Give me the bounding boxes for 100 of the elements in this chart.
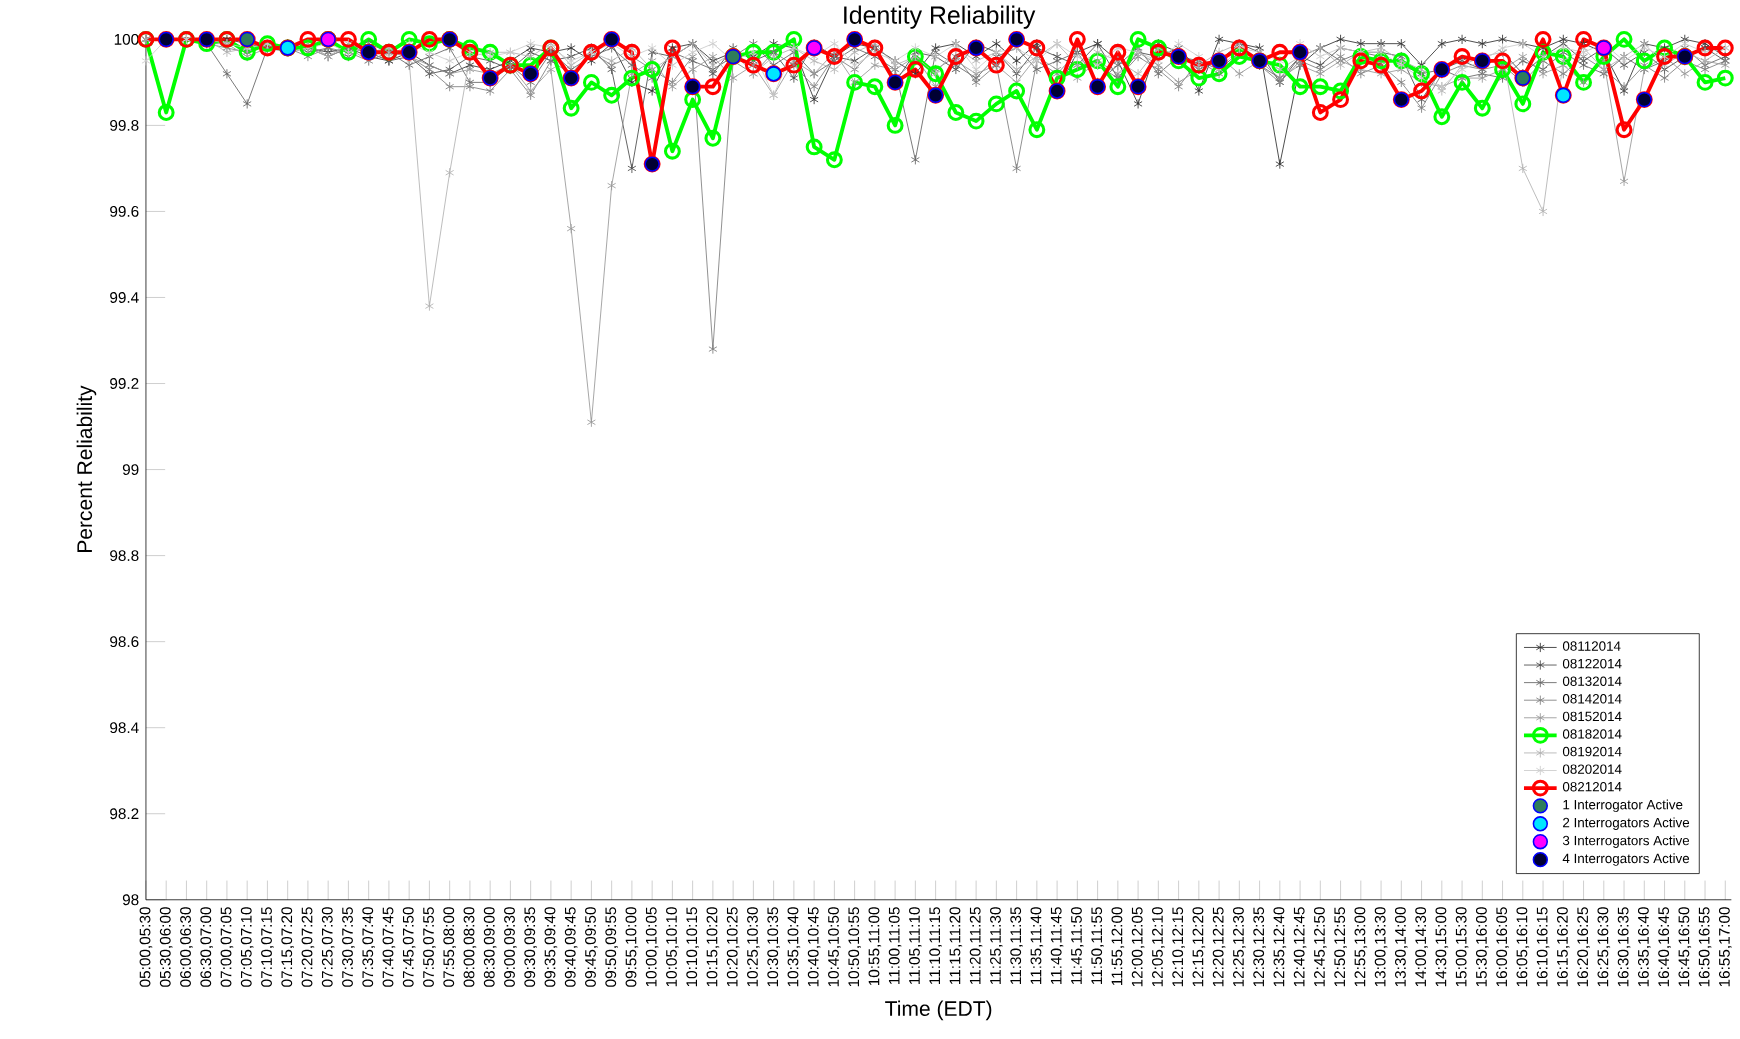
x-tick-label: 05:00,05:30 bbox=[139, 907, 153, 987]
x-tick-label: 16:35,16:40 bbox=[1637, 907, 1651, 987]
legend-label: 08152014 bbox=[1562, 711, 1622, 722]
legend-label: 08202014 bbox=[1562, 764, 1622, 774]
y-axis-title: Percent Reliability bbox=[76, 385, 97, 553]
x-tick-label: 16:40,16:45 bbox=[1658, 907, 1671, 987]
x-tick-label: 07:35,07:40 bbox=[362, 907, 375, 987]
x-tick-label: 07:25,07:30 bbox=[321, 907, 335, 987]
x-tick-label: 09:45,09:50 bbox=[585, 907, 598, 987]
x-tick-label: 16:50,16:55 bbox=[1698, 907, 1712, 987]
x-tick-label: 11:15,11:20 bbox=[949, 907, 963, 984]
x-tick-label: 15:30,16:00 bbox=[1476, 907, 1489, 987]
y-tick-label: 98.8 bbox=[110, 550, 139, 562]
legend-label: 4 Interrogators Active bbox=[1562, 853, 1690, 866]
x-tick-label: 13:30,14:00 bbox=[1395, 907, 1408, 987]
x-tick-label: 11:30,11:35 bbox=[1010, 907, 1023, 984]
x-tick-label: 12:10,12:15 bbox=[1172, 907, 1185, 987]
x-tick-label: 07:00,07:05 bbox=[220, 907, 234, 987]
x-tick-label: 10:30,10:35 bbox=[767, 907, 780, 987]
x-tick-label: 16:00,16:05 bbox=[1496, 907, 1509, 987]
chart-title: Identity Reliability bbox=[844, 5, 1036, 29]
x-tick-label: 11:35,11:40 bbox=[1030, 907, 1044, 984]
x-tick-label: 08:30,09:00 bbox=[483, 907, 497, 987]
x-tick-label: 07:40,07:45 bbox=[382, 907, 396, 987]
x-tick-label: 16:45,16:50 bbox=[1678, 907, 1692, 987]
x-tick-label: 14:30,15:00 bbox=[1435, 907, 1449, 987]
legend-label: 2 Interrogators Active bbox=[1563, 817, 1690, 830]
legend-label: 1 Interrogator Active bbox=[1563, 799, 1683, 813]
x-tick-label: 09:30,09:35 bbox=[524, 907, 537, 987]
x-tick-label: 11:25,11:30 bbox=[990, 907, 1003, 984]
x-tick-label: 11:00,11:05 bbox=[888, 907, 902, 984]
x-tick-label: 16:05,16:10 bbox=[1516, 907, 1530, 987]
x-tick-label: 11:55,12:00 bbox=[1111, 907, 1125, 986]
x-tick-label: 10:05,10:10 bbox=[666, 907, 679, 987]
x-tick-label: 07:15,07:20 bbox=[281, 907, 294, 987]
y-tick-label: 99.6 bbox=[110, 206, 139, 217]
x-tick-label: 07:20,07:25 bbox=[301, 907, 315, 987]
x-tick-label: 16:55,17:00 bbox=[1718, 907, 1732, 987]
x-tick-label: 10:00,10:05 bbox=[645, 907, 659, 987]
x-tick-label: 08:00,08:30 bbox=[463, 907, 477, 987]
x-tick-label: 10:40,10:45 bbox=[807, 907, 821, 987]
x-tick-label: 12:30,12:35 bbox=[1253, 907, 1266, 987]
x-tick-label: 09:55,10:00 bbox=[625, 907, 639, 987]
y-tick-label: 98.6 bbox=[110, 636, 139, 648]
legend-label: 08192014 bbox=[1562, 746, 1622, 757]
y-tick-label: 100 bbox=[114, 33, 139, 45]
x-tick-label: 06:30,07:00 bbox=[200, 907, 213, 987]
x-tick-label: 07:45,07:50 bbox=[402, 907, 416, 987]
x-tick-label: 16:15,16:20 bbox=[1556, 907, 1570, 987]
x-tick-label: 10:25,10:30 bbox=[747, 907, 760, 987]
y-tick-label: 98 bbox=[122, 894, 139, 906]
x-tick-label: 13:00,13:30 bbox=[1374, 907, 1388, 987]
x-tick-label: 09:50,09:55 bbox=[605, 907, 618, 987]
x-tick-label: 16:30,16:35 bbox=[1617, 907, 1631, 987]
x-tick-label: 10:10,10:15 bbox=[686, 907, 699, 987]
x-tick-label: 10:55,11:00 bbox=[868, 907, 882, 986]
x-tick-label: 10:45,10:50 bbox=[828, 907, 841, 987]
x-tick-label: 09:35,09:40 bbox=[544, 907, 558, 987]
x-tick-label: 16:25,16:30 bbox=[1597, 907, 1611, 987]
x-tick-label: 12:55,13:00 bbox=[1354, 907, 1368, 987]
x-tick-label: 14:00,14:30 bbox=[1415, 907, 1428, 987]
y-tick-label: 99 bbox=[122, 464, 139, 475]
x-tick-label: 07:10,07:15 bbox=[261, 907, 274, 987]
x-tick-label: 12:25,12:30 bbox=[1233, 907, 1246, 987]
x-tick-label: 07:50,07:55 bbox=[423, 907, 436, 987]
x-tick-label: 16:10,16:15 bbox=[1536, 907, 1550, 987]
x-tick-label: 11:50,11:55 bbox=[1091, 907, 1104, 984]
x-tick-label: 10:35,10:40 bbox=[787, 907, 801, 987]
legend-label: 08122014 bbox=[1562, 658, 1622, 669]
x-tick-label: 12:35,12:40 bbox=[1273, 907, 1287, 987]
x-tick-label: 10:50,10:55 bbox=[848, 907, 861, 987]
x-tick-label: 15:00,15:30 bbox=[1455, 907, 1469, 987]
x-tick-label: 06:00,06:30 bbox=[180, 907, 193, 987]
x-tick-label: 11:40,11:45 bbox=[1050, 907, 1064, 984]
legend-label: 08212014 bbox=[1562, 782, 1622, 792]
x-tick-label: 07:05,07:10 bbox=[240, 907, 254, 987]
y-tick-label: 98.4 bbox=[110, 722, 139, 734]
x-tick-label: 09:00,09:30 bbox=[504, 907, 517, 987]
x-tick-label: 07:30,07:35 bbox=[342, 907, 355, 987]
x-tick-label: 11:10,11:15 bbox=[929, 907, 942, 984]
legend-label: 08182014 bbox=[1562, 729, 1622, 739]
x-axis-title: Time (EDT) bbox=[885, 1000, 992, 1021]
x-tick-label: 12:15,12:20 bbox=[1192, 907, 1206, 987]
y-tick-label: 99.2 bbox=[110, 378, 139, 389]
x-tick-label: 12:00,12:05 bbox=[1131, 907, 1145, 987]
x-tick-label: 11:05,11:10 bbox=[909, 907, 922, 984]
x-tick-label: 09:40,09:45 bbox=[564, 907, 578, 987]
x-tick-label: 05:30,06:00 bbox=[159, 907, 173, 987]
legend-label: 3 Interrogators Active bbox=[1562, 835, 1690, 848]
x-tick-label: 12:45,12:50 bbox=[1314, 907, 1327, 987]
x-tick-label: 16:20,16:25 bbox=[1577, 907, 1590, 987]
x-tick-label: 11:45,11:50 bbox=[1071, 907, 1084, 984]
x-tick-label: 11:20,11:25 bbox=[969, 907, 983, 984]
legend-label: 08112014 bbox=[1562, 641, 1621, 651]
x-tick-label: 12:50,12:55 bbox=[1334, 907, 1347, 987]
y-tick-label: 98.2 bbox=[110, 808, 139, 820]
x-tick-label: 07:55,08:00 bbox=[443, 907, 456, 987]
x-tick-label: 10:20,10:25 bbox=[726, 907, 740, 987]
x-tick-label: 12:20,12:25 bbox=[1212, 907, 1226, 987]
x-tick-label: 12:40,12:45 bbox=[1293, 907, 1307, 987]
